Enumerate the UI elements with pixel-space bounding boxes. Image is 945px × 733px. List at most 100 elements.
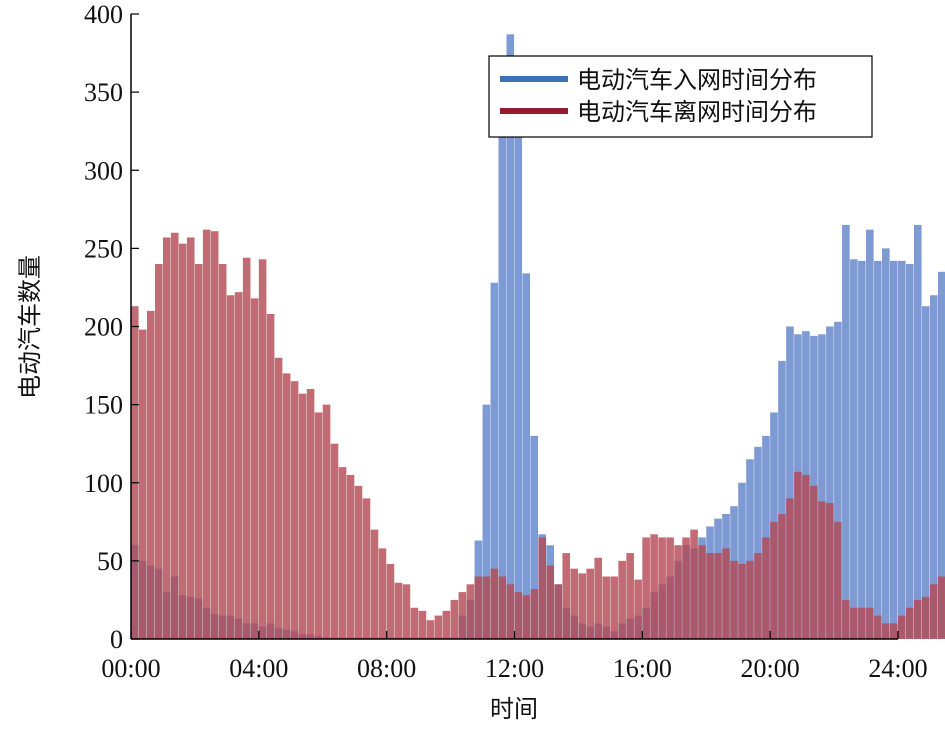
departure-bar (642, 537, 650, 639)
departure-bar (306, 389, 315, 639)
arrival-bar (874, 260, 882, 639)
departure-bar (338, 467, 347, 639)
departure-bar (626, 553, 634, 639)
y-axis-title: 电动汽车数量 (16, 255, 44, 399)
departure-bar (538, 537, 547, 639)
departure-bar (546, 565, 555, 639)
departure-bar (650, 534, 658, 639)
arrival-bar (898, 260, 906, 639)
x-axis-title: 时间 (490, 695, 538, 723)
departure-bar (826, 503, 834, 639)
departure-bar (594, 557, 602, 639)
departure-bar (386, 564, 395, 639)
departure-bar (186, 237, 195, 639)
y-tick-label: 0 (110, 625, 123, 654)
y-ticks: 0 50 100 150 200 250 300 350 400 (84, 0, 139, 654)
departure-bar (762, 537, 770, 639)
departure-bar (458, 592, 467, 639)
departure-bar (442, 610, 451, 639)
arrival-bar (921, 306, 930, 639)
y-tick-label: 150 (84, 391, 123, 420)
departure-bar (882, 623, 890, 639)
departure-bar (786, 498, 794, 639)
departure-bar (810, 485, 818, 639)
arrival-bar (786, 326, 794, 639)
departure-bar (490, 568, 499, 639)
arrival-bar (778, 360, 786, 639)
departure-bar (162, 237, 171, 639)
legend: 电动汽车入网时间分布 电动汽车离网时间分布 (488, 55, 873, 138)
x-tick-label: 12:00 (485, 654, 544, 683)
departure-bar (354, 485, 363, 639)
departure-bar (602, 576, 610, 639)
departure-bar (634, 579, 642, 639)
departure-bar (258, 259, 267, 639)
departure-bar (746, 560, 754, 639)
departure-bar (378, 548, 387, 639)
departure-bar (890, 623, 898, 639)
departure-bar (874, 615, 882, 639)
departure-bar (346, 474, 355, 639)
y-tick-label: 50 (97, 547, 123, 576)
departure-bar (234, 292, 243, 639)
arrival-bar (937, 271, 945, 639)
departure-bar (921, 596, 930, 639)
y-tick-label: 350 (84, 78, 123, 107)
y-tick-label: 400 (84, 0, 123, 29)
departure-bar (370, 529, 379, 639)
departure-bar (866, 607, 874, 639)
departure-bar (362, 498, 371, 639)
departure-bar (522, 595, 531, 639)
departure-bar (754, 553, 762, 639)
departure-bar (131, 306, 139, 639)
legend-box (488, 55, 873, 138)
departure-bar (314, 412, 323, 639)
departure-bar (226, 295, 235, 639)
departure-bar (210, 231, 219, 639)
departure-bar (194, 264, 203, 639)
arrival-bar (866, 229, 874, 639)
departure-bar (218, 264, 227, 639)
departure-bar (138, 329, 147, 639)
y-tick-label: 200 (84, 313, 123, 342)
x-tick-label: 20:00 (741, 654, 800, 683)
arrival-bar (882, 248, 890, 639)
departure-bar (834, 521, 842, 639)
y-tick-label: 100 (84, 469, 123, 498)
departure-bar (402, 584, 411, 639)
x-tick-label: 04:00 (229, 654, 288, 683)
departure-bar (682, 537, 690, 639)
y-tick-label: 300 (84, 156, 123, 185)
arrival-bar (842, 224, 850, 639)
departure-bar (898, 615, 906, 639)
x-ticks: 00:00 04:00 08:00 12:00 16:00 20:00 24:00 (101, 631, 928, 683)
departure-bar (666, 537, 674, 639)
departure-bar (434, 615, 443, 639)
departure-bar (474, 576, 483, 639)
departure-bar (570, 568, 579, 639)
departure-bar (929, 584, 938, 639)
departure-bar (562, 553, 571, 639)
arrival-bar (506, 34, 515, 639)
departure-bar (298, 393, 307, 639)
departure-bar (818, 501, 826, 639)
departure-bar (714, 553, 722, 639)
departure-bar (498, 576, 507, 639)
departure-bar (146, 310, 155, 639)
arrival-bar (858, 260, 866, 639)
departure-bar (706, 553, 714, 639)
arrival-bar (482, 404, 491, 639)
arrival-bar (530, 435, 539, 639)
departure-bar (658, 537, 666, 639)
arrival-bar (890, 260, 898, 639)
arrival-bar (522, 273, 531, 639)
departure-bar (514, 592, 523, 639)
arrival-bar (490, 282, 499, 639)
arrival-bar (929, 295, 938, 639)
departure-bar (674, 545, 682, 639)
arrival-bar (834, 321, 842, 639)
departure-bar (905, 607, 914, 639)
y-tick-label: 250 (84, 234, 123, 263)
departure-bar (794, 471, 802, 639)
arrival-bar (754, 446, 762, 639)
